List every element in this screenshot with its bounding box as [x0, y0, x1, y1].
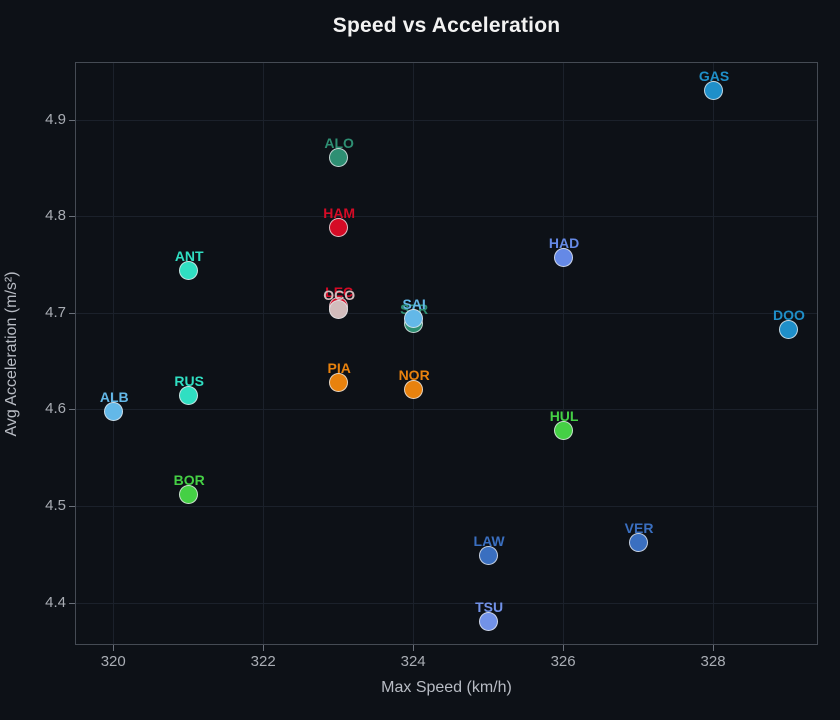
x-tick — [413, 645, 415, 651]
point-label-GAS: GAS — [698, 67, 730, 84]
y-tick — [69, 216, 75, 218]
y-tick-label: 4.6 — [45, 400, 66, 418]
scatter-point-OCO — [329, 300, 349, 320]
y-gridline — [76, 602, 817, 604]
y-gridline — [76, 119, 817, 121]
point-label-RUS: RUS — [174, 373, 204, 389]
y-tick — [69, 119, 75, 121]
scatter-point-DOO — [779, 320, 798, 340]
x-tick-label: 328 — [700, 653, 726, 670]
scatter-point-VER — [629, 532, 649, 552]
x-tick-label: 326 — [550, 653, 576, 670]
x-tick — [113, 645, 115, 651]
point-label-HAM: HAM — [323, 205, 356, 222]
point-label-PIA: PIA — [327, 360, 351, 377]
y-gridline — [76, 409, 817, 411]
x-tick — [563, 645, 565, 651]
point-label-ALB: ALB — [99, 389, 129, 406]
x-axis-label: Max Speed (km/h) — [381, 679, 512, 696]
y-gridline — [76, 216, 817, 218]
scatter-point-ANT — [179, 261, 199, 281]
x-tick-label: 320 — [100, 653, 126, 670]
x-gridline — [263, 63, 265, 644]
scatter-point-NOR — [404, 380, 424, 400]
point-label-HAD: HAD — [548, 234, 580, 251]
point-label-OCO: OCO — [323, 287, 356, 304]
x-tick — [263, 645, 265, 651]
scatter-point-ALB — [104, 402, 124, 422]
scatter-point-PIA — [329, 373, 349, 393]
x-gridline — [563, 63, 565, 644]
scatter-point-GAS — [704, 80, 724, 100]
scatter-point-SAI — [404, 308, 424, 328]
x-gridline — [113, 63, 115, 644]
y-gridline — [76, 506, 817, 507]
point-label-ALO: ALO — [324, 134, 354, 151]
point-label-HUL: HUL — [549, 407, 579, 424]
point-label-SAI: SAI — [402, 295, 426, 312]
point-label-DOO: DOO — [773, 307, 805, 324]
scatter-point-TSU — [479, 611, 499, 631]
chart-title: Speed vs Acceleration — [332, 14, 561, 37]
point-label-VER: VER — [624, 519, 654, 536]
y-tick — [69, 506, 75, 507]
x-gridline — [713, 63, 715, 644]
point-label-TSU: TSU — [475, 598, 504, 615]
scatter-point-HAD — [554, 247, 574, 267]
y-tick-label: 4.4 — [45, 593, 66, 611]
point-label-LEC: LEC — [325, 284, 354, 301]
y-tick-label: 4.9 — [45, 110, 66, 128]
point-label-BOR: BOR — [173, 472, 205, 489]
scatter-point-ALO — [329, 147, 349, 167]
x-tick-label: 324 — [400, 653, 426, 670]
x-tick — [713, 645, 715, 651]
point-label-LAW: LAW — [473, 533, 505, 550]
y-axis-label: Avg Acceleration (m/s²) — [3, 271, 20, 437]
y-gridline — [76, 312, 817, 314]
x-tick-label: 322 — [250, 653, 276, 670]
scatter-point-RUS — [179, 386, 199, 405]
y-tick — [69, 409, 75, 411]
y-tick-label: 4.7 — [45, 303, 66, 321]
y-tick — [69, 312, 75, 314]
point-label-ANT: ANT — [174, 248, 204, 265]
point-label-NOR: NOR — [398, 367, 430, 384]
x-gridline — [413, 63, 415, 644]
scatter-point-HAM — [329, 218, 349, 238]
scatter-point-HUL — [554, 420, 574, 440]
scatter-point-LAW — [479, 546, 499, 566]
plot-area: LECSTRGASALOHAMHADANTOCOSAIDOOPIANORRUSA… — [75, 62, 818, 645]
y-tick-label: 4.5 — [45, 497, 66, 514]
scatter-point-BOR — [179, 485, 199, 505]
y-tick-label: 4.8 — [45, 207, 66, 225]
y-tick — [69, 602, 75, 604]
